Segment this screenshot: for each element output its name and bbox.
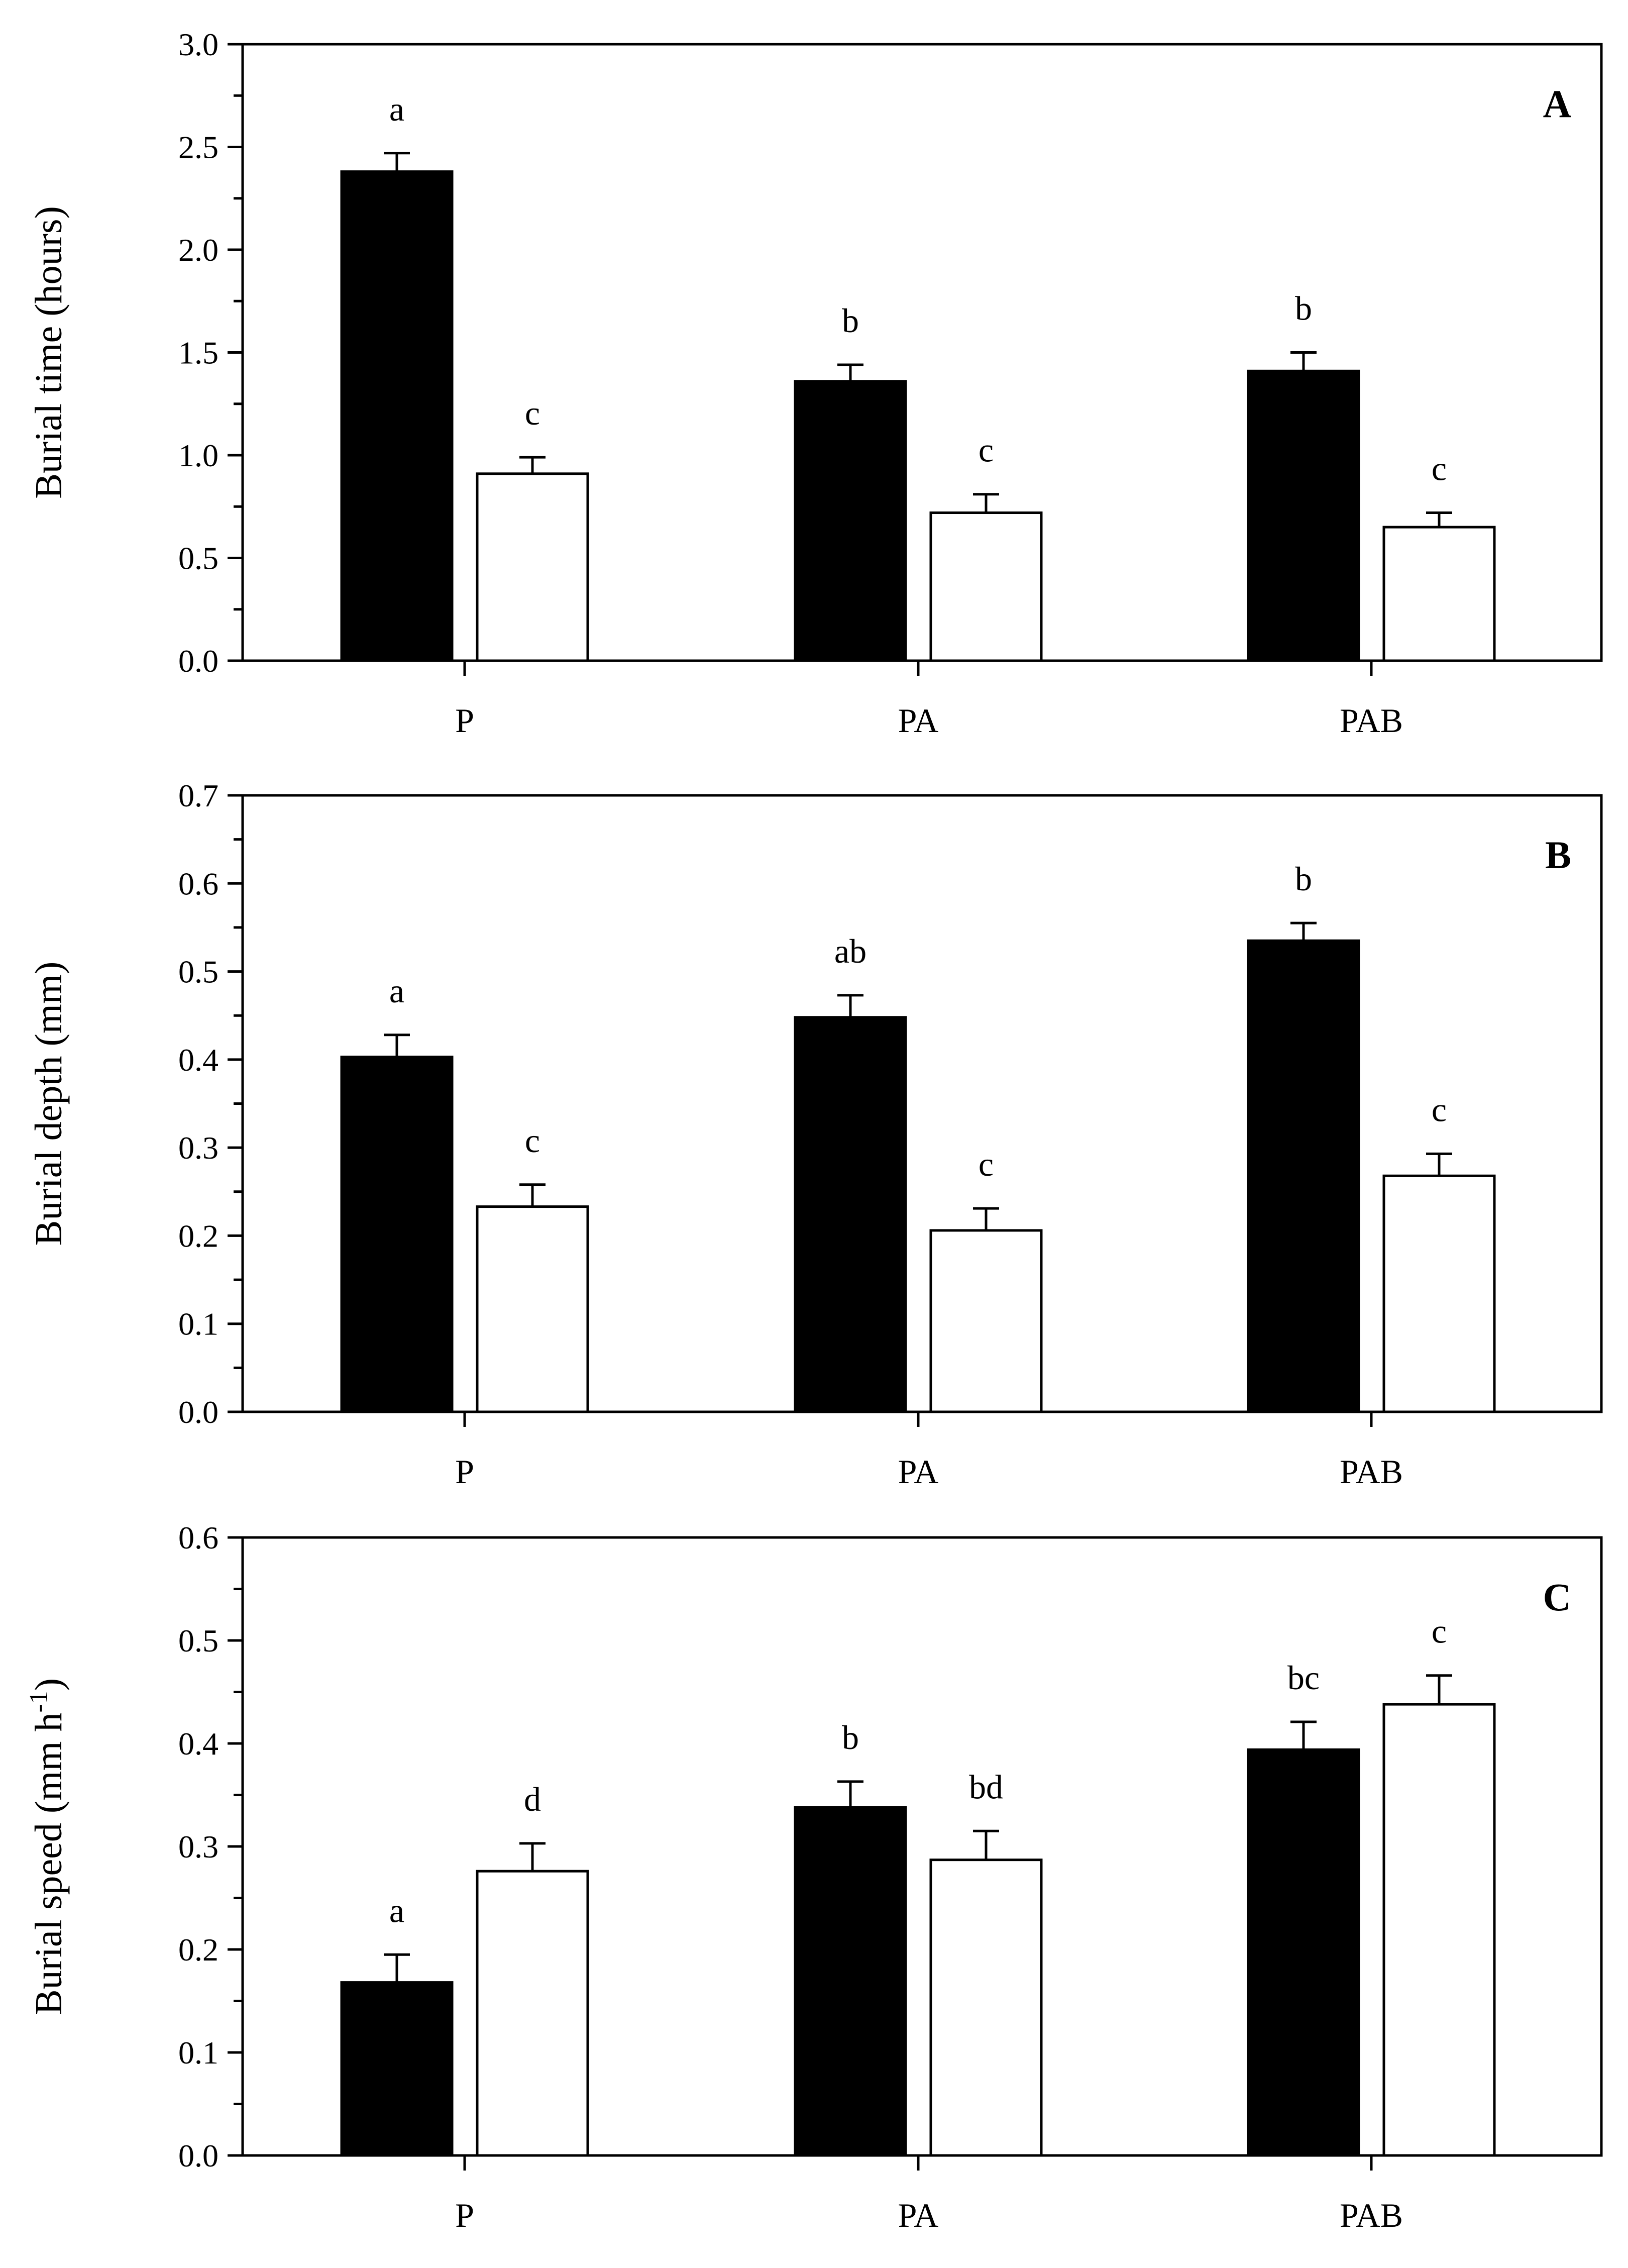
bar-filled (1247, 1748, 1360, 2157)
y-tick-label: 0.0 (178, 643, 219, 679)
x-tick-label: PAB (1340, 2196, 1403, 2234)
x-tick-label: P (455, 2196, 474, 2234)
y-axis-title: Burial time (hours) (28, 206, 70, 499)
y-tick-label: 2.5 (178, 130, 219, 165)
bar-open (929, 1229, 1043, 1413)
chart-panel-c: 0.0 0.1 0.2 0.3 0.4 0.5 0.6 P PA PAB a b bc d bd c C Buri… (25, 1520, 1603, 2234)
significance-label: b (1295, 289, 1312, 328)
y-tick-label: 0.3 (178, 1829, 219, 1865)
y-tick-label: 0.2 (178, 1218, 219, 1254)
y-axis-title: Burial speed (mm h-1) (25, 1678, 70, 2015)
y-axis-title-superscript: -1 (25, 1691, 53, 1712)
significance-label: b (1295, 860, 1312, 898)
bar-filled (340, 1056, 454, 1413)
significance-label: b (842, 301, 859, 340)
panel-letter: A (1543, 82, 1571, 126)
y-axis-title-suffix: ) (28, 1678, 70, 1691)
x-tick-label: PAB (1340, 1453, 1403, 1491)
significance-label: c (979, 1145, 994, 1183)
bar-filled (340, 170, 454, 662)
significance-label: c (1432, 450, 1447, 488)
bar-open (476, 1870, 589, 2157)
bar-filled (340, 1981, 454, 2157)
y-tick-label: 0.5 (178, 541, 219, 576)
y-tick-label: 0.1 (178, 2035, 219, 2071)
significance-label: bc (1287, 1659, 1320, 1697)
y-tick-label: 0.4 (178, 1726, 219, 1762)
bar-filled (794, 380, 907, 662)
y-tick-label: 0.6 (178, 866, 219, 901)
significance-label: d (524, 1780, 541, 1818)
y-tick-label: 0.4 (178, 1042, 219, 1078)
bar-open (476, 1205, 589, 1413)
significance-label: a (389, 1891, 404, 1929)
y-tick-label: 2.0 (178, 232, 219, 268)
bar-open (1382, 1174, 1496, 1413)
y-tick-label: 3.0 (178, 27, 219, 62)
y-tick-label: 1.5 (178, 335, 219, 371)
y-tick-label: 0.0 (178, 2138, 219, 2174)
significance-label: c (525, 394, 540, 432)
y-tick-label: 0.7 (178, 778, 219, 813)
y-tick-label: 0.2 (178, 1932, 219, 1968)
significance-label: a (389, 90, 404, 128)
bar-filled (794, 1806, 907, 2157)
y-tick-label: 1.0 (178, 438, 219, 473)
bar-open (1382, 1703, 1496, 2157)
significance-label: c (1432, 1612, 1447, 1651)
y-tick-label: 0.3 (178, 1130, 219, 1166)
significance-label: c (1432, 1090, 1447, 1128)
y-tick-label: 0.0 (178, 1394, 219, 1430)
significance-label: bd (969, 1768, 1003, 1806)
significance-label: a (389, 972, 404, 1010)
x-tick-label: PA (898, 701, 939, 740)
panel-letter: C (1543, 1575, 1571, 1619)
y-tick-label: 0.5 (178, 1623, 219, 1659)
significance-label: c (979, 431, 994, 469)
x-tick-label: P (455, 1453, 474, 1491)
x-tick-label: PAB (1340, 701, 1403, 740)
x-tick-label: P (455, 701, 474, 740)
significance-label: b (842, 1718, 859, 1757)
y-tick-label: 0.6 (178, 1520, 219, 1556)
y-tick-label: 0.1 (178, 1306, 219, 1342)
panel-letter: B (1545, 833, 1571, 877)
bar-open (929, 511, 1043, 662)
x-tick-label: PA (898, 1453, 939, 1491)
bar-open (1382, 526, 1496, 662)
y-axis-title: Burial depth (mm) (28, 962, 70, 1246)
significance-label: ab (834, 932, 866, 970)
significance-label: c (525, 1121, 540, 1160)
bar-open (476, 472, 589, 662)
bar-filled (1247, 939, 1360, 1413)
y-tick-label: 0.5 (178, 954, 219, 990)
x-tick-label: PA (898, 2196, 939, 2234)
bar-filled (1247, 369, 1360, 662)
bar-filled (794, 1016, 907, 1413)
bar-open (929, 1859, 1043, 2157)
chart-panel-a: 0.0 0.5 1.0 1.5 2.0 2.5 3.0 P PA PAB a b b c c c A Burial… (28, 27, 1603, 740)
chart-panel-b: 0.0 0.1 0.2 0.3 0.4 0.5 0.6 0.7 P PA PAB a ab b c c c B Bu… (28, 778, 1603, 1491)
